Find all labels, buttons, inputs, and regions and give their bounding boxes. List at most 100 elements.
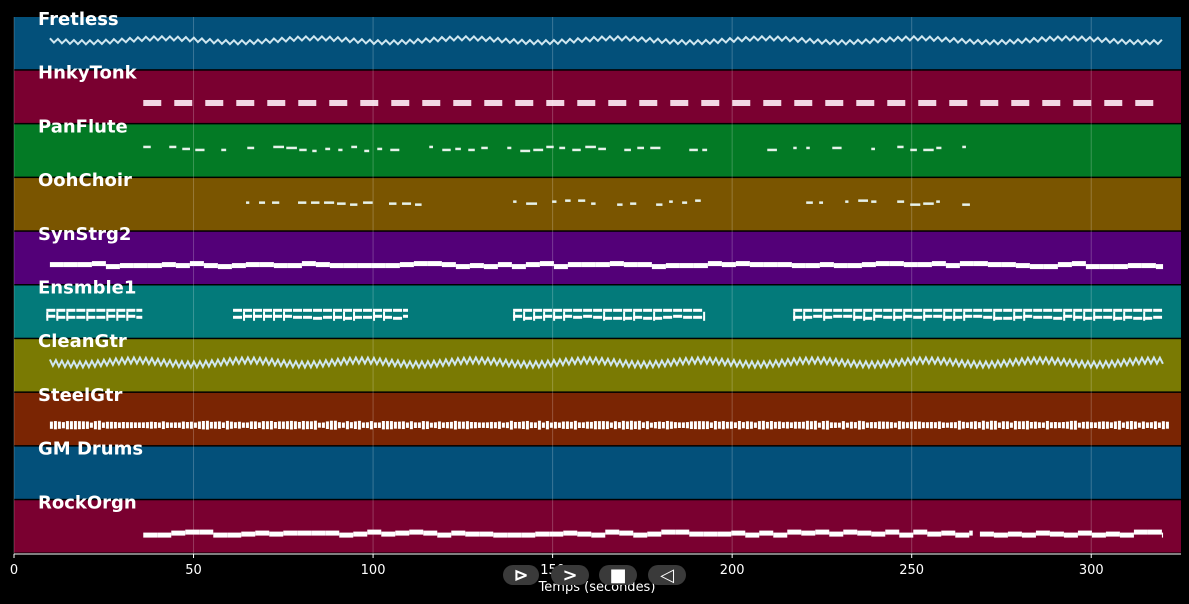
note — [962, 145, 966, 149]
note — [365, 422, 369, 429]
note — [682, 201, 688, 204]
note — [793, 421, 797, 429]
note — [1057, 422, 1061, 429]
stop-button[interactable]: ■ — [599, 565, 637, 586]
note — [312, 149, 317, 153]
note — [429, 145, 433, 149]
note — [338, 148, 343, 152]
note — [801, 530, 816, 536]
note — [526, 202, 538, 205]
note — [217, 421, 221, 429]
note — [1043, 315, 1053, 319]
note — [803, 311, 806, 321]
note — [765, 421, 769, 429]
note — [301, 261, 316, 267]
note — [367, 529, 382, 535]
note — [643, 316, 653, 320]
note — [383, 315, 393, 319]
note — [853, 315, 863, 319]
note — [769, 421, 773, 430]
note — [363, 308, 373, 312]
note — [613, 308, 623, 312]
note — [147, 263, 162, 269]
note — [759, 530, 774, 536]
note — [293, 315, 303, 319]
note — [86, 311, 89, 321]
note — [533, 148, 544, 152]
note — [272, 201, 280, 204]
note — [297, 530, 312, 536]
note — [1155, 264, 1164, 270]
note — [583, 308, 593, 312]
note — [573, 420, 577, 430]
note — [829, 531, 844, 537]
rewind-button[interactable]: ◁ — [648, 565, 686, 586]
note — [1133, 421, 1137, 429]
note — [661, 529, 676, 535]
note — [286, 146, 297, 150]
track-lane — [14, 446, 1181, 499]
note — [113, 421, 117, 429]
note — [797, 421, 801, 429]
note — [955, 532, 970, 538]
note — [577, 531, 592, 537]
note — [525, 262, 540, 268]
track-synstrg2: SynStrg2 — [14, 224, 1181, 284]
note — [1009, 422, 1013, 428]
note — [873, 314, 883, 318]
note — [983, 315, 993, 319]
note — [373, 314, 383, 318]
note — [337, 202, 346, 205]
note — [863, 316, 873, 320]
note — [1015, 263, 1030, 269]
note — [823, 311, 826, 321]
note — [873, 308, 883, 312]
note — [913, 529, 928, 535]
note — [945, 263, 960, 269]
note — [541, 422, 545, 428]
x-tick-label: 250 — [899, 563, 924, 578]
note — [371, 263, 386, 269]
note — [1113, 421, 1117, 429]
note — [169, 145, 177, 149]
note — [549, 422, 553, 428]
note — [717, 531, 732, 537]
note — [1069, 420, 1073, 430]
note — [247, 146, 255, 150]
note — [169, 422, 173, 428]
note — [445, 422, 449, 429]
note — [887, 99, 906, 106]
note — [637, 420, 641, 430]
play-button[interactable]: ⊳ — [503, 565, 539, 586]
note — [245, 262, 260, 268]
note — [883, 315, 893, 319]
note — [1073, 308, 1083, 312]
note — [546, 99, 565, 106]
note — [1093, 315, 1103, 319]
note — [497, 421, 501, 429]
note — [263, 308, 273, 312]
note — [125, 422, 129, 429]
note — [885, 421, 889, 429]
note — [233, 315, 243, 319]
note — [993, 420, 997, 430]
note — [217, 264, 232, 270]
note — [733, 422, 737, 429]
note — [453, 99, 472, 106]
note — [805, 420, 809, 430]
note — [617, 203, 623, 206]
x-tick-label: 0 — [10, 563, 18, 578]
note — [126, 311, 129, 321]
note — [987, 262, 1002, 268]
note — [1127, 263, 1142, 269]
note — [1049, 422, 1053, 429]
note — [1091, 532, 1106, 538]
note — [66, 311, 69, 321]
note — [969, 421, 973, 429]
note — [289, 420, 293, 430]
note — [1013, 311, 1016, 321]
forward-button[interactable]: > — [551, 565, 589, 586]
note — [613, 421, 617, 430]
note — [231, 263, 246, 269]
note — [409, 421, 413, 430]
